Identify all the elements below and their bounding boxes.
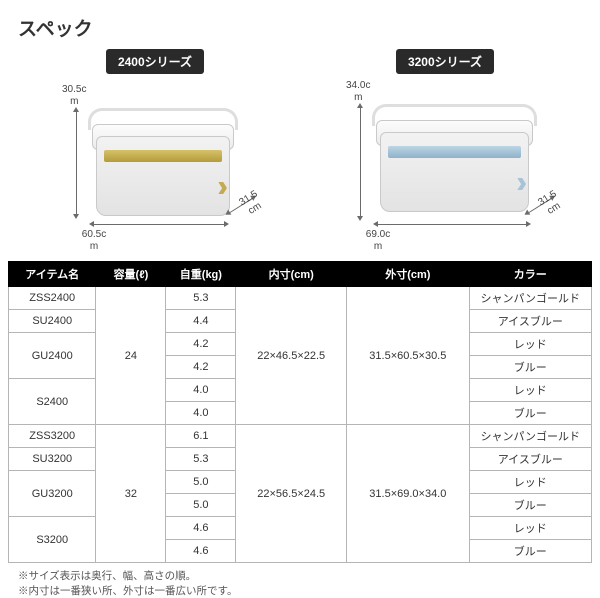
cell-color: ブルー — [469, 494, 591, 517]
cell-weight: 4.0 — [166, 379, 236, 402]
cell-color: アイスブルー — [469, 310, 591, 333]
th-outer: 外寸(cm) — [347, 262, 469, 287]
product-diagrams: 2400シリーズ 30.5c m ›› 60.5c m 31 — [0, 49, 600, 261]
product-2400: 2400シリーズ 30.5c m ›› 60.5c m 31 — [40, 49, 270, 257]
brand-chevron-icon: ›› — [516, 164, 519, 199]
cell-weight: 4.2 — [166, 356, 236, 379]
cell-inner: 22×56.5×24.5 — [236, 425, 347, 563]
brand-chevron-icon: ›› — [217, 168, 220, 203]
th-color: カラー — [469, 262, 591, 287]
cell-weight: 4.6 — [166, 517, 236, 540]
diagram-2400: 30.5c m ›› 60.5c m 31.5 cm — [40, 82, 270, 257]
cooler-illustration: ›› — [88, 106, 238, 218]
th-wt: 自重(kg) — [166, 262, 236, 287]
series-badge: 3200シリーズ — [396, 49, 494, 74]
cell-item: S3200 — [9, 517, 96, 563]
dim-depth-label: 31.5 cm — [536, 189, 565, 219]
dim-width-label: 60.5c m — [82, 229, 106, 252]
cell-item: GU2400 — [9, 333, 96, 379]
table-header-row: アイテム名 容量(ℓ) 自重(kg) 内寸(cm) 外寸(cm) カラー — [9, 262, 592, 287]
cell-weight: 4.2 — [166, 333, 236, 356]
cell-weight: 5.0 — [166, 471, 236, 494]
cell-outer: 31.5×69.0×34.0 — [347, 425, 469, 563]
cell-weight: 5.3 — [166, 448, 236, 471]
cell-color: レッド — [469, 379, 591, 402]
th-cap: 容量(ℓ) — [96, 262, 166, 287]
cell-color: アイスブルー — [469, 448, 591, 471]
cooler-illustration: ›› — [372, 102, 537, 214]
table-row: ZSS3200326.122×56.5×24.531.5×69.0×34.0シャ… — [9, 425, 592, 448]
cell-item: S2400 — [9, 379, 96, 425]
cell-color: レッド — [469, 517, 591, 540]
cell-weight: 4.0 — [166, 402, 236, 425]
product-3200: 3200シリーズ 34.0c m ›› 69.0c m 31.5 cm — [330, 49, 560, 257]
cell-weight: 6.1 — [166, 425, 236, 448]
spec-table: アイテム名 容量(ℓ) 自重(kg) 内寸(cm) 外寸(cm) カラー ZSS… — [8, 261, 592, 563]
notes: ※サイズ表示は奥行、幅、高さの順。 ※内寸は一番狭い所、外寸は一番広い所です。 — [8, 563, 592, 598]
cell-color: シャンパンゴールド — [469, 287, 591, 310]
page-title: スペック — [0, 0, 600, 49]
cell-color: ブルー — [469, 356, 591, 379]
dim-height-label: 34.0c m — [346, 80, 370, 103]
dim-width-label: 69.0c m — [366, 229, 390, 252]
cell-weight: 4.6 — [166, 540, 236, 563]
cell-color: シャンパンゴールド — [469, 425, 591, 448]
cell-weight: 5.3 — [166, 287, 236, 310]
cell-item: SU2400 — [9, 310, 96, 333]
cell-item: ZSS2400 — [9, 287, 96, 310]
cell-color: ブルー — [469, 402, 591, 425]
cell-capacity: 32 — [96, 425, 166, 563]
cell-weight: 5.0 — [166, 494, 236, 517]
cell-color: レッド — [469, 333, 591, 356]
cell-inner: 22×46.5×22.5 — [236, 287, 347, 425]
cell-weight: 4.4 — [166, 310, 236, 333]
cell-item: ZSS3200 — [9, 425, 96, 448]
cell-color: ブルー — [469, 540, 591, 563]
diagram-3200: 34.0c m ›› 69.0c m 31.5 cm — [330, 82, 560, 257]
th-item: アイテム名 — [9, 262, 96, 287]
series-badge: 2400シリーズ — [106, 49, 204, 74]
cell-capacity: 24 — [96, 287, 166, 425]
note-line: ※内寸は一番狭い所、外寸は一番広い所です。 — [18, 584, 582, 598]
table-row: ZSS2400245.322×46.5×22.531.5×60.5×30.5シャ… — [9, 287, 592, 310]
dim-height-label: 30.5c m — [62, 84, 86, 107]
cell-item: GU3200 — [9, 471, 96, 517]
cell-item: SU3200 — [9, 448, 96, 471]
spec-table-wrap: アイテム名 容量(ℓ) 自重(kg) 内寸(cm) 外寸(cm) カラー ZSS… — [0, 261, 600, 598]
dim-depth-label: 31.5 cm — [237, 189, 266, 219]
cell-outer: 31.5×60.5×30.5 — [347, 287, 469, 425]
cell-color: レッド — [469, 471, 591, 494]
th-inner: 内寸(cm) — [236, 262, 347, 287]
note-line: ※サイズ表示は奥行、幅、高さの順。 — [18, 569, 582, 584]
